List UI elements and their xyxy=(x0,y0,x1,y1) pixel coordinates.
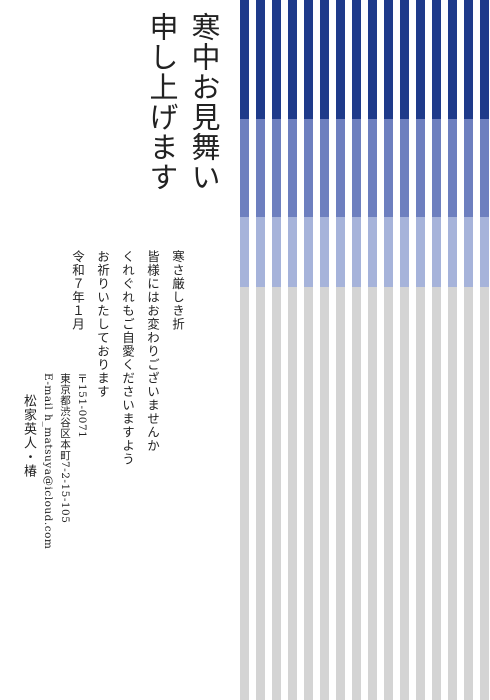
stripe-segment xyxy=(416,119,425,217)
stripe-segment xyxy=(272,0,281,119)
stripe-segment xyxy=(384,217,393,287)
stripe-segment xyxy=(304,0,313,119)
stripe-segment xyxy=(304,119,313,217)
stripe-segment xyxy=(240,119,249,217)
stripe-segment xyxy=(256,217,265,287)
stripe-segment xyxy=(272,119,281,217)
stripe-segment xyxy=(400,119,409,217)
stripe-segment xyxy=(240,287,249,700)
stripe-segment xyxy=(352,119,361,217)
title-line-2: 申し上げます xyxy=(145,12,179,192)
stripe-segment xyxy=(272,217,281,287)
stripe-segment xyxy=(432,217,441,287)
stripe-segment xyxy=(336,0,345,119)
stripe-segment xyxy=(416,217,425,287)
sender-names: 松家英人・椿 xyxy=(21,394,36,478)
postal-code: 〒151-0071 xyxy=(76,373,88,439)
stripe-segment xyxy=(256,0,265,119)
stripe-segment xyxy=(240,217,249,287)
stripe-segment xyxy=(352,287,361,700)
stripe-segment xyxy=(272,287,281,700)
stripe-segment xyxy=(432,0,441,119)
message-line-3: くれぐれもご自愛くださいますよう xyxy=(120,250,135,466)
street-address: 東京都渋谷区本町7-2-15-105 xyxy=(59,373,71,524)
greeting-title: 寒中お見舞い 申し上げます xyxy=(141,12,225,192)
stripe-segment xyxy=(256,287,265,700)
stripe-segment xyxy=(336,217,345,287)
stripe-segment xyxy=(304,287,313,700)
stripe-segment xyxy=(352,217,361,287)
stripe-segment xyxy=(480,0,489,119)
stripe-segment xyxy=(256,119,265,217)
stripe-segment xyxy=(368,119,377,217)
stripe-segment xyxy=(464,0,473,119)
stripe-segment xyxy=(464,119,473,217)
stripe-segment xyxy=(432,119,441,217)
title-line-1: 寒中お見舞い xyxy=(187,12,221,192)
stripe-segment xyxy=(240,0,249,119)
stripe-segment xyxy=(336,287,345,700)
stripe-segment xyxy=(320,0,329,119)
stripe-segment xyxy=(304,217,313,287)
stripe-segment xyxy=(288,119,297,217)
stripe-segment xyxy=(464,217,473,287)
stripe-segment xyxy=(448,0,457,119)
email-address: E-mail h_matsuya@icloud.com xyxy=(42,373,54,550)
message-line-2: 皆様にはお変わりございませんか xyxy=(145,250,160,453)
sender-address: 〒151-0071 東京都渋谷区本町7-2-15-105 E-mail h_ma… xyxy=(39,373,90,549)
stripe-segment xyxy=(288,287,297,700)
stripe-segment xyxy=(368,287,377,700)
stripe-segment xyxy=(480,217,489,287)
stripe-segment xyxy=(320,217,329,287)
stripe-segment xyxy=(288,217,297,287)
stripe-segment xyxy=(448,287,457,700)
date-line: 令和７年１月 xyxy=(70,250,85,331)
stripe-segment xyxy=(384,119,393,217)
stripe-segment xyxy=(336,119,345,217)
stripe-segment xyxy=(480,287,489,700)
stripe-segment xyxy=(352,0,361,119)
stripe-segment xyxy=(384,0,393,119)
stripe-segment xyxy=(384,287,393,700)
stripe-segment xyxy=(368,217,377,287)
stripe-segment xyxy=(480,119,489,217)
stripe-segment xyxy=(368,0,377,119)
stripe-segment xyxy=(400,217,409,287)
greeting-message: 寒さ厳しき折 皆様にはお変わりございませんか くれぐれもご自愛くださいますよう … xyxy=(65,250,190,466)
stripe-segment xyxy=(448,217,457,287)
stripe-segment xyxy=(416,287,425,700)
stripe-segment xyxy=(320,119,329,217)
message-line-1: 寒さ厳しき折 xyxy=(170,250,185,331)
message-line-4: お祈りいたしております xyxy=(95,250,110,399)
stripe-segment xyxy=(432,287,441,700)
stripe-segment xyxy=(464,287,473,700)
stripe-segment xyxy=(400,287,409,700)
stripe-segment xyxy=(320,287,329,700)
stripe-segment xyxy=(448,119,457,217)
stripe-segment xyxy=(288,0,297,119)
stripe-segment xyxy=(416,0,425,119)
stripe-group xyxy=(240,0,489,700)
stripe-segment xyxy=(400,0,409,119)
